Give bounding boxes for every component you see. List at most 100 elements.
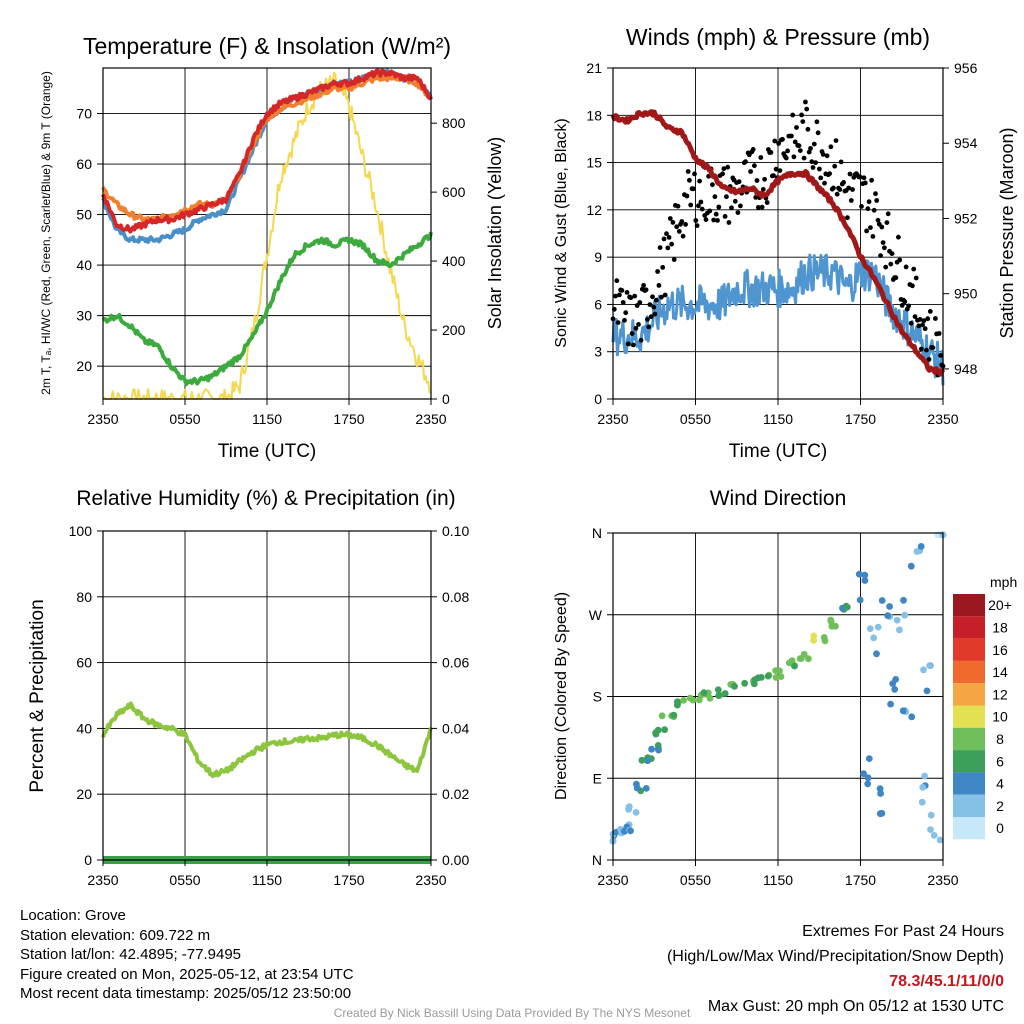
- colorbar-label: 16: [992, 642, 1008, 658]
- gust-point: [771, 173, 776, 179]
- station-location: Location: Grove: [20, 907, 126, 924]
- temperature-title: Temperature (F) & Insolation (W/m²): [83, 33, 451, 59]
- gust-point: [750, 147, 756, 152]
- gust-point: [776, 141, 781, 146]
- gust-point: [641, 283, 646, 288]
- gust-point: [685, 169, 691, 174]
- gust-point: [710, 182, 715, 188]
- temperature-left-ytick-label: 30: [76, 308, 92, 324]
- colorbar-label: 14: [992, 664, 1008, 680]
- direction-point: [918, 798, 926, 806]
- colorbar-label: 20+: [988, 597, 1012, 613]
- winds-panel: Winds (mph) & Pressure (mb) 0 3 6 9 12 15 18 21…: [553, 24, 1017, 462]
- humidity-right-ytick-label: 0.08: [442, 589, 469, 605]
- direction-point: [625, 803, 633, 811]
- station-info: Location: Grove Station elevation: 609.7…: [20, 906, 354, 1004]
- temperature-xtick-label: 1150: [252, 411, 282, 427]
- gust-point: [613, 293, 618, 299]
- gust-point: [847, 171, 853, 177]
- direction-point: [855, 570, 863, 578]
- humidity-left-ytick-label: 100: [69, 523, 93, 539]
- gust-point: [800, 119, 806, 124]
- direction-point: [873, 650, 880, 658]
- direction-point: [893, 616, 901, 624]
- gust-point: [884, 220, 890, 226]
- humidity-left-ytick-label: 60: [76, 655, 92, 671]
- gust-point: [785, 148, 790, 154]
- temperature-left-ytick-label: 20: [76, 358, 92, 374]
- direction-point: [632, 809, 640, 816]
- direction-point: [926, 662, 933, 669]
- gust-point: [794, 125, 799, 130]
- colorbar-swatch: [953, 616, 985, 639]
- colorbar-swatch: [953, 683, 985, 706]
- colorbar-swatch: [953, 772, 985, 795]
- gust-point: [653, 297, 659, 303]
- gust-point: [721, 166, 727, 172]
- gust-point: [711, 217, 717, 223]
- direction-point: [638, 756, 646, 764]
- gust-point: [888, 261, 894, 267]
- winds-left-ytick-label: 3: [594, 344, 602, 360]
- figure-created: Figure created on Mon, 2025-05-12, at 23…: [20, 965, 354, 983]
- winds-left-ytick-label: 21: [586, 60, 602, 76]
- gust-point: [897, 257, 903, 263]
- gust-point: [614, 278, 620, 284]
- colorbar-label: 6: [996, 753, 1004, 769]
- humidity-title: Relative Humidity (%) & Precipitation (i…: [76, 487, 455, 510]
- direction-point: [828, 622, 836, 630]
- direction-point: [670, 711, 678, 719]
- humidity-left-ytick-label: 40: [76, 720, 92, 736]
- gust-point: [868, 225, 873, 231]
- direction-xtick-label: 1750: [845, 872, 876, 888]
- gust-point: [764, 200, 770, 205]
- gust-point: [866, 199, 872, 205]
- gust-point: [712, 194, 718, 200]
- gust-point: [902, 299, 908, 305]
- gust-point: [694, 223, 700, 229]
- winds-right-ytick-label: 954: [954, 135, 978, 151]
- direction-point: [661, 726, 668, 734]
- temperature-left-ytick-label: 60: [76, 156, 92, 172]
- gust-point: [813, 160, 818, 166]
- colorbar-swatch: [953, 660, 985, 684]
- recent-timestamp: Most recent data timestamp: 2025/05/12 2…: [20, 985, 352, 1002]
- winds-xtick-label: 2350: [597, 411, 628, 427]
- gust-point: [806, 149, 812, 155]
- gust-point: [690, 186, 696, 192]
- colorbar-swatch: [953, 750, 985, 773]
- gust-point: [625, 341, 631, 347]
- gust-point: [657, 245, 663, 251]
- gust-point: [927, 309, 933, 314]
- gust-point: [752, 163, 757, 169]
- humidity-right-ytick-label: 0.10: [442, 523, 469, 539]
- gust-point: [777, 168, 783, 174]
- temperature-left-ytick-label: 70: [76, 105, 92, 121]
- gust-point: [696, 203, 701, 209]
- temperature-right-ytick-label: 200: [442, 322, 466, 338]
- gust-point: [725, 164, 731, 170]
- direction-point: [633, 784, 641, 792]
- gust-point: [724, 194, 729, 200]
- extremes-info: Extremes For Past 24 Hours (High/Low/Max…: [667, 919, 1004, 1019]
- gust-point: [697, 178, 702, 184]
- gust-point: [880, 240, 886, 246]
- direction-xtick-label: 1150: [763, 872, 793, 888]
- gust-point: [859, 204, 864, 209]
- direction-point: [907, 562, 915, 570]
- gust-point: [722, 214, 728, 219]
- gust-point: [828, 144, 834, 150]
- gust-point: [617, 292, 622, 298]
- gust-point: [652, 311, 658, 317]
- gust-point: [646, 324, 652, 330]
- gust-point: [758, 155, 764, 160]
- gust-point: [824, 153, 830, 159]
- colorbar-swatch: [953, 817, 985, 840]
- gust-point: [726, 220, 732, 225]
- gust-point: [827, 171, 832, 177]
- direction-point: [923, 687, 931, 695]
- gust-point: [671, 257, 677, 262]
- gust-point: [713, 211, 719, 217]
- gust-point: [924, 347, 929, 353]
- winds-xtick-label: 2350: [927, 411, 958, 427]
